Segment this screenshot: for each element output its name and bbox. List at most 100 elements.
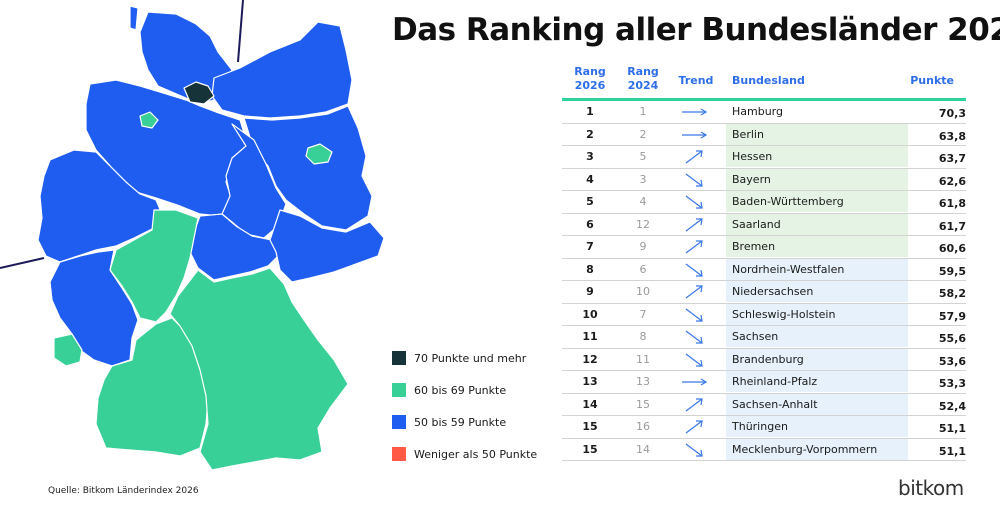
rank-2026-cell: 14 [582, 397, 598, 411]
trend-up-icon [676, 236, 716, 257]
rank-2026-cell: 15 [582, 420, 598, 433]
header-rank-2024: Rang 2024 [627, 65, 659, 92]
trend-up-icon [676, 146, 716, 167]
rank-2024-cell: 13 [636, 375, 650, 388]
table-row: 5 4 Baden-Württemberg 61,8 [562, 191, 966, 214]
legend-item: 60 bis 69 Punkte [392, 374, 537, 406]
rank-2024-cell: 10 [636, 285, 650, 298]
state-cell: Saarland [726, 213, 908, 235]
border-line-west [0, 257, 45, 269]
trend-down-icon [676, 191, 716, 212]
source-note: Quelle: Bitkom Länderindex 2026 [48, 486, 199, 496]
state-cell: Niedersachsen [726, 281, 908, 302]
trend-down-icon [676, 304, 716, 325]
header-rank-2026: Rang 2026 [574, 65, 606, 92]
legend-item: Weniger als 50 Punkte [392, 438, 537, 470]
points-cell: 70,3 [938, 107, 966, 120]
rank-2026-cell: 13 [582, 375, 598, 388]
points-cell: 53,3 [938, 377, 966, 390]
legend-label: 70 Punkte und mehr [414, 351, 527, 365]
points-cell: 55,6 [938, 332, 966, 345]
island-sylt [129, 5, 139, 31]
rank-2024-cell: 5 [639, 150, 647, 163]
trend-up-icon [676, 281, 716, 302]
table-row: 1 1 Hamburg 70,3 [562, 101, 966, 124]
table-row: 15 16 Thüringen 51,1 [562, 416, 966, 439]
state-sachsen [269, 209, 385, 283]
table-row: 4 3 Bayern 62,6 [562, 168, 966, 191]
state-saarland [53, 333, 83, 367]
points-cell: 52,4 [938, 399, 966, 413]
legend-item: 70 Punkte und mehr [392, 342, 537, 374]
rank-2026-cell: 6 [586, 217, 594, 231]
germany-map [0, 0, 385, 471]
rank-2024-cell: 11 [636, 352, 650, 366]
state-thueringen [189, 213, 281, 281]
state-cell: Schleswig-Holstein [726, 303, 908, 325]
legend-swatch [392, 383, 406, 397]
state-brandenburg [243, 105, 373, 231]
rank-2026-cell: 12 [582, 352, 598, 366]
state-cell: Thüringen [726, 416, 908, 437]
state-cell: Berlin [726, 123, 908, 145]
trend-down-icon [676, 349, 716, 370]
rank-2024-cell: 12 [636, 217, 650, 231]
legend-swatch [392, 447, 406, 461]
trend-down-icon [676, 169, 716, 190]
table-row: 8 6 Nordrhein-Westfalen 59,5 [562, 258, 966, 281]
rank-2024-cell: 3 [639, 172, 647, 186]
state-cell: Sachsen-Anhalt [726, 393, 908, 415]
rank-2026-cell: 9 [586, 285, 594, 298]
rank-2026-cell: 1 [586, 105, 594, 118]
state-bayern [169, 267, 349, 471]
rank-2024-cell: 8 [639, 330, 647, 343]
trend-flat-icon [676, 101, 716, 122]
legend-swatch [392, 351, 406, 365]
trend-up-icon [676, 394, 716, 415]
table-row: 3 5 Hessen 63,7 [562, 146, 966, 169]
trend-flat-icon [676, 124, 716, 145]
rank-2024-cell: 15 [636, 397, 650, 411]
table-row: 12 11 Brandenburg 53,6 [562, 348, 966, 371]
state-cell: Rheinland-Pfalz [726, 371, 908, 392]
rank-2026-cell: 4 [586, 172, 594, 186]
rank-2026-cell: 11 [582, 330, 598, 343]
state-cell: Sachsen [726, 326, 908, 347]
legend-label: Weniger als 50 Punkte [414, 447, 538, 461]
state-cell: Mecklenburg-Vorpommern [726, 438, 908, 460]
bitkom-logo: bitkom [898, 476, 964, 500]
rank-2024-cell: 7 [639, 307, 647, 321]
points-cell: 59,5 [938, 264, 966, 278]
border-line-north [237, 0, 244, 63]
points-cell: 60,6 [938, 242, 966, 255]
trend-up-icon [676, 214, 716, 235]
trend-down-icon [676, 259, 716, 280]
rank-2024-cell: 16 [636, 420, 650, 433]
state-cell: Hessen [726, 146, 908, 167]
ranking-table: Rang 2026 Rang 2024 Trend Bundesland Pun… [562, 62, 966, 461]
rank-2024-cell: 9 [639, 240, 647, 253]
header-trend: Trend [678, 74, 714, 87]
table-row: 6 12 Saarland 61,7 [562, 213, 966, 236]
table-row: 11 8 Sachsen 55,6 [562, 326, 966, 349]
state-berlin [305, 143, 333, 165]
table-row: 10 7 Schleswig-Holstein 57,9 [562, 303, 966, 326]
trend-up-icon [676, 416, 716, 437]
table-row: 7 9 Bremen 60,6 [562, 236, 966, 259]
table-row: 15 14 Mecklenburg-Vorpommern 51,1 [562, 438, 966, 461]
points-cell: 51,1 [938, 422, 966, 435]
state-cell: Bayern [726, 168, 908, 190]
state-bremen [139, 111, 159, 129]
points-cell: 61,8 [938, 197, 966, 210]
legend-label: 50 bis 59 Punkte [414, 415, 507, 429]
state-baden-wuerttemberg [95, 317, 209, 457]
legend-label: 60 bis 69 Punkte [414, 383, 507, 397]
points-cell: 53,6 [938, 354, 966, 368]
state-hamburg [183, 81, 215, 105]
rank-2024-cell: 4 [639, 195, 647, 208]
table-body: 1 1 Hamburg 70,3 2 2 Berlin 63,8 3 5 Hessen 63,7 4 3 B… [562, 101, 966, 461]
rank-2026-cell: 10 [582, 307, 598, 321]
state-mecklenburg-vorpommern [211, 21, 353, 119]
trend-flat-icon [676, 371, 716, 392]
state-cell: Nordrhein-Westfalen [726, 258, 908, 280]
